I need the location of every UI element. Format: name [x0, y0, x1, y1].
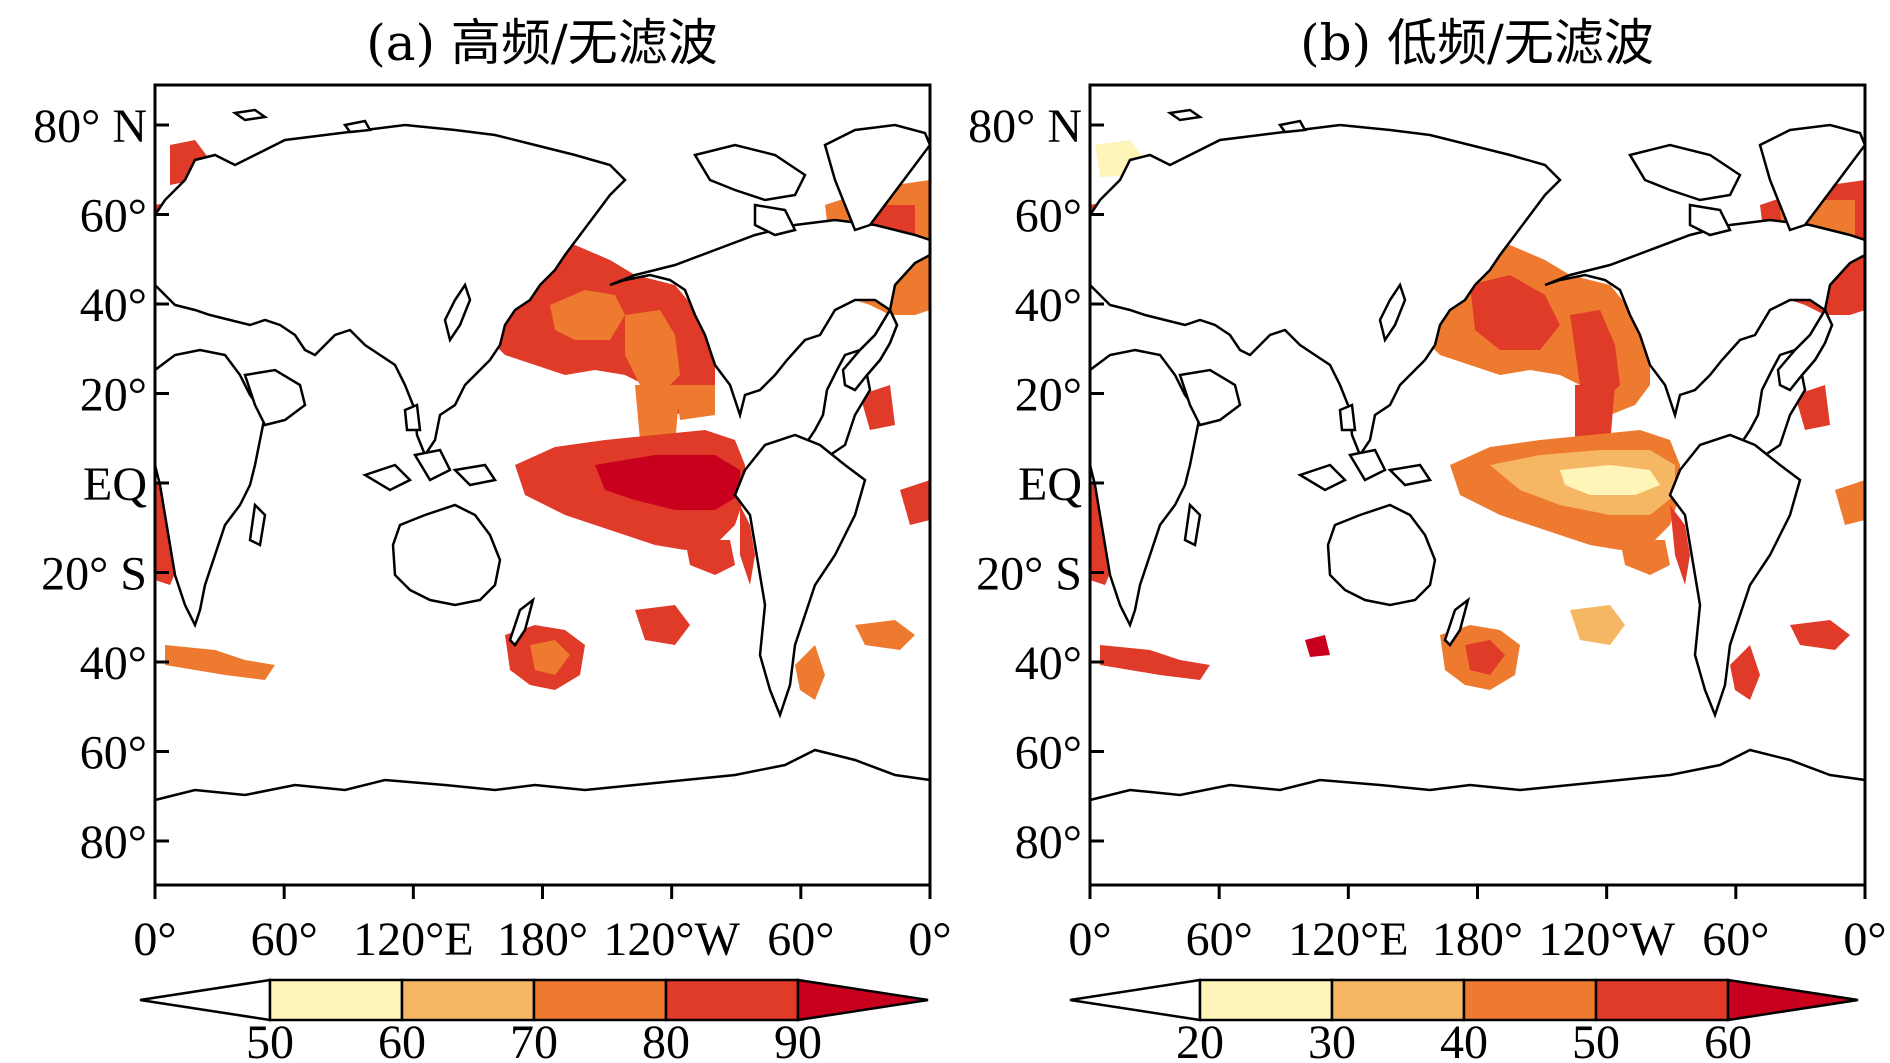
colorbar-label: 30: [1308, 1016, 1356, 1063]
panel-a-title: (a) 高频/无滤波: [366, 14, 718, 72]
y-tick-label: 40°: [80, 279, 147, 332]
x-tick-label: 120°E: [1288, 913, 1409, 966]
colorbar-label: 60: [1704, 1016, 1752, 1063]
colorbar-label: 50: [1572, 1016, 1620, 1063]
colorbar-segment: [532, 978, 668, 1022]
colorbar-b: 20 30 40 50 60: [1069, 978, 1859, 1063]
colorbar-label: 70: [510, 1016, 558, 1063]
y-tick-label: 40°: [80, 637, 147, 690]
colorbar-label: 80: [642, 1016, 690, 1063]
y-tick-label: 20°: [80, 369, 147, 422]
x-tick-label: 120°W: [603, 913, 740, 966]
colorbar-label: 50: [246, 1016, 294, 1063]
colorbar-label: 20: [1176, 1016, 1224, 1063]
y-tick-label: 40°: [1015, 637, 1082, 690]
x-tick-label: 120°W: [1538, 913, 1675, 966]
x-tick-label: 0°: [133, 913, 176, 966]
panel-b: [1088, 83, 1867, 887]
x-tick-label: 0°: [1068, 913, 1111, 966]
colorbar-label: 90: [774, 1016, 822, 1063]
y-tick-label: EQ: [1018, 458, 1082, 511]
colorbar-under-arrow: [139, 978, 272, 1022]
colorbar-over-arrow: [796, 978, 929, 1022]
x-tick-label: 60°: [767, 913, 834, 966]
y-tick-label: 20° S: [41, 548, 147, 601]
colorbar-over-arrow: [1726, 978, 1859, 1022]
y-tick-label: 80°: [1015, 816, 1082, 869]
y-tick-label: 40°: [1015, 279, 1082, 332]
y-tick-label: 60°: [1015, 727, 1082, 780]
y-tick-label: 20° S: [976, 548, 1082, 601]
x-tick-label: 60°: [1186, 913, 1253, 966]
y-tick-label: 80°: [80, 816, 147, 869]
colorbar-segment: [1198, 978, 1334, 1022]
colorbar-label: 60: [378, 1016, 426, 1063]
panel-a: [153, 83, 932, 887]
colorbar-segment: [400, 978, 536, 1022]
x-tick-label: 180°: [497, 913, 588, 966]
y-tick-label: 60°: [1015, 190, 1082, 243]
y-tick-label: 60°: [80, 190, 147, 243]
colorbar-segment: [664, 978, 800, 1022]
x-tick-label: 0°: [908, 913, 951, 966]
colorbar-segment: [268, 978, 404, 1022]
colorbar-label: 40: [1440, 1016, 1488, 1063]
colorbar-segment: [1594, 978, 1730, 1022]
colorbar-a: 50 60 70 80 90: [139, 978, 929, 1063]
y-tick-label: 60°: [80, 727, 147, 780]
panel-b-title: (b) 低频/无滤波: [1300, 14, 1654, 72]
y-tick-label: 80° N: [968, 100, 1082, 153]
x-tick-label: 180°: [1432, 913, 1523, 966]
x-tick-label: 60°: [1702, 913, 1769, 966]
colorbar-under-arrow: [1069, 978, 1202, 1022]
y-tick-label: 80° N: [33, 100, 147, 153]
x-tick-label: 60°: [251, 913, 318, 966]
x-tick-label: 0°: [1843, 913, 1886, 966]
colorbar-segment: [1330, 978, 1466, 1022]
x-tick-label: 120°E: [353, 913, 474, 966]
y-tick-label: EQ: [83, 458, 147, 511]
y-tick-label: 20°: [1015, 369, 1082, 422]
colorbar-segment: [1462, 978, 1598, 1022]
